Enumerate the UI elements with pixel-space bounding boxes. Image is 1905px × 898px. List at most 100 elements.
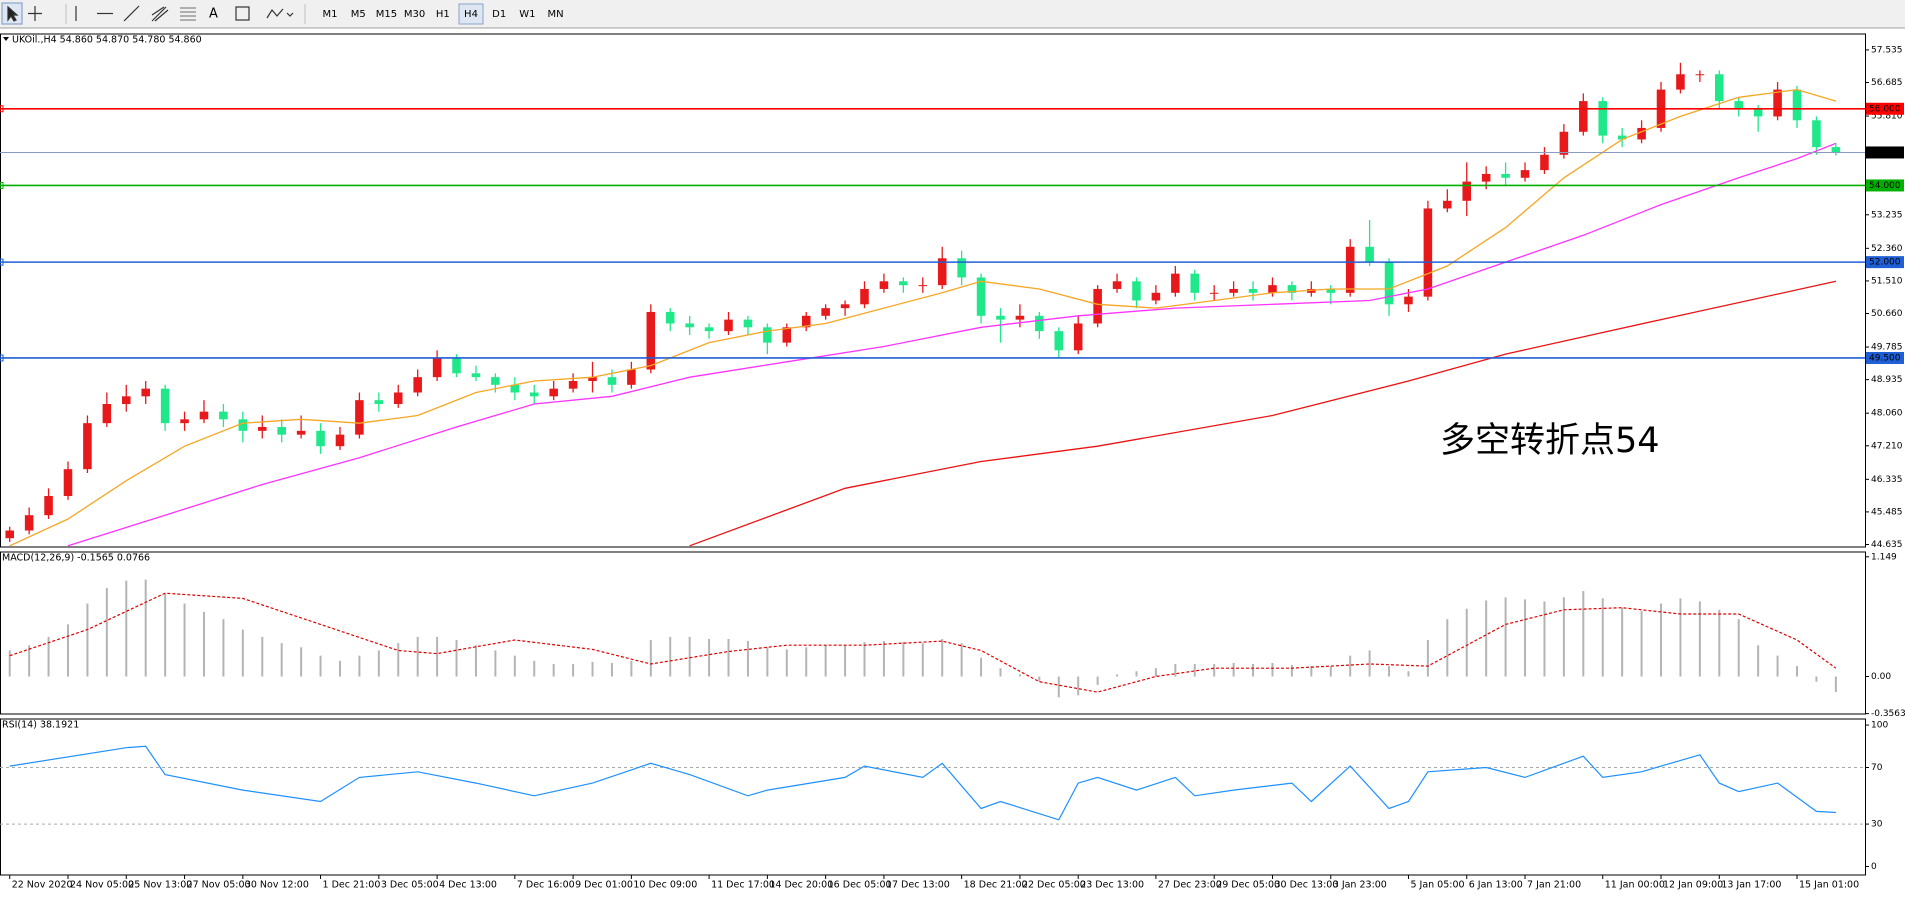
candle-body [1268,285,1277,293]
timeframe-button[interactable]: W1 [519,9,535,20]
candle-body [840,304,850,309]
candle-body [1812,120,1821,148]
timeframe-button[interactable]: M1 [323,9,338,20]
macd-bar [1485,600,1488,677]
candle-body [627,369,636,385]
timeframe-button[interactable]: MN [548,9,564,20]
rsi-line [9,745,1836,821]
candle-body [1423,208,1433,297]
candle-body [763,327,772,343]
candle-body [296,430,306,435]
candle-body [1345,246,1355,293]
macd-bar [1213,663,1216,677]
timeframe-button[interactable]: D1 [492,9,506,20]
x-tick-label: 24 Nov 05:00 [70,880,134,891]
arrows-icon[interactable] [266,8,284,19]
timeframe-button[interactable]: H4 [464,9,478,20]
dropdown-icon[interactable] [286,12,294,17]
x-tick-label: 5 Jan 05:00 [1410,880,1464,891]
macd-bar [1640,610,1643,677]
candle-body [1132,281,1141,301]
timeframe-button[interactable]: M5 [351,9,366,20]
candle-body [1676,74,1685,90]
macd-bar [1193,663,1196,677]
macd-signal [9,592,1837,693]
x-tick-label: 11 Jan 00:00 [1605,880,1665,891]
timeframe-button[interactable]: M30 [404,9,425,20]
candle-body [491,377,500,385]
candle-body [1384,262,1394,305]
macd-bar [921,643,924,677]
trendline-icon[interactable] [123,5,140,22]
candle-body [1637,127,1646,140]
macd-bar [688,636,691,677]
label-icon[interactable] [235,6,250,21]
candle-body [918,285,928,287]
cursor-icon [7,5,19,22]
x-tick-label: 11 Dec 17:00 [711,880,775,891]
macd-bar [319,655,322,677]
y-tick-label: 49.785 [1871,343,1903,353]
candle-body [957,258,966,278]
candle-body [1598,101,1608,136]
y-tick-label: 45.485 [1871,507,1903,517]
level-label: 54.000 [1869,181,1901,191]
macd-bar [86,603,89,677]
candle-body [199,411,209,420]
candle-body [44,496,53,516]
candle-body [1501,173,1510,178]
x-tick-label: 30 Nov 12:00 [245,880,309,891]
macd-bar [1796,666,1799,677]
macd-bar [708,638,711,677]
macd-bar [863,642,866,677]
macd-bar [1174,663,1177,677]
level-label: 56.000 [1869,104,1901,114]
macd-bar [494,650,497,677]
timeframe-button[interactable]: M15 [376,9,397,20]
macd-bar [805,647,808,677]
level-marker [0,354,4,362]
macd-bar [824,645,827,677]
macd-bar [1057,676,1060,698]
macd-bar [1116,674,1119,677]
macd-bar [999,668,1002,677]
macd-bar [1154,668,1157,677]
text-icon[interactable]: A [209,7,218,22]
x-tick-label: 15 Jan 01:00 [1799,880,1859,891]
candle-body [860,288,869,305]
macd-bar [1426,640,1429,677]
candle-body [879,281,889,289]
macd-bar [164,593,167,677]
macd-bar [397,643,400,677]
candle-body [1209,292,1219,294]
macd-bar [1601,598,1604,677]
fibo-icon[interactable] [180,7,196,21]
macd-bar [1718,609,1721,677]
macd-bar [552,663,555,677]
macd-bar [436,636,439,677]
macd-bar [66,624,69,677]
candle-body [1481,173,1491,182]
timeframe-button[interactable]: H1 [436,9,450,20]
pane-title: RSI(14) 38.1921 [2,720,79,731]
channel-icon[interactable] [151,6,169,22]
macd-bar [1232,662,1235,677]
candle-body [1520,170,1530,178]
macd-bar [1310,666,1313,677]
level-marker [0,181,4,189]
macd-bar [202,611,205,677]
candle-body [471,373,481,378]
level-label-box [1866,351,1904,364]
level-label: 49.500 [1869,353,1901,363]
macd-bar [1077,676,1080,696]
candle-body [549,388,558,397]
macd-bar [300,647,303,677]
y-tick-label: 48.060 [1871,409,1903,419]
macd-bar [222,619,225,677]
macd-bar [1465,608,1468,677]
level-label-box [1866,256,1904,269]
macd-bar [1252,663,1255,677]
candle-body [1404,296,1413,305]
symbol-menu-triangle[interactable] [3,37,9,41]
crosshair-icon[interactable] [28,6,42,21]
